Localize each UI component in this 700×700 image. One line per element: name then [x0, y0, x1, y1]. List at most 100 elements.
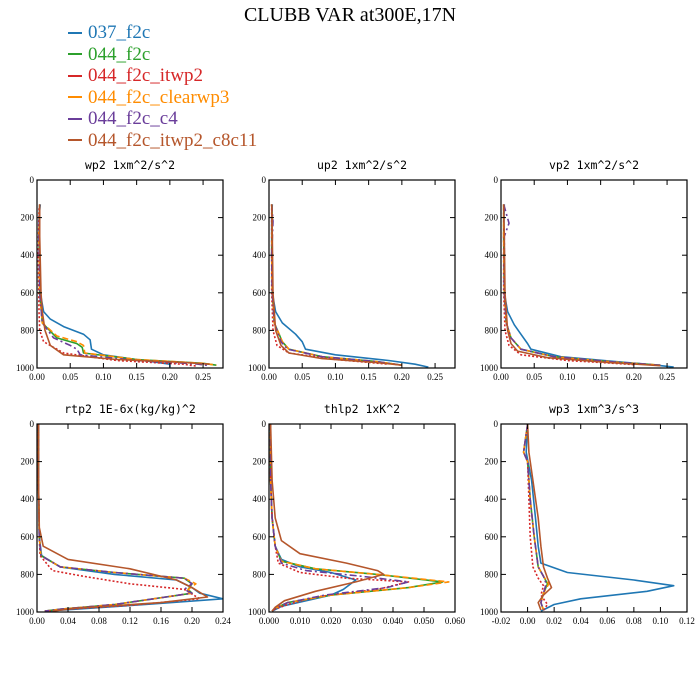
x-tick-label: 0.10	[96, 372, 112, 382]
y-tick-label: 600	[485, 288, 499, 298]
x-tick-label: 0.02	[546, 616, 562, 626]
chart-panel: wp3 1xm^3/s^3 -0.02 0.00 0.02 0.04 0.06 0.08 0.…	[480, 402, 695, 626]
y-tick-label: 800	[485, 325, 499, 335]
series-line	[270, 204, 403, 366]
legend-item: 037_f2c	[68, 22, 257, 44]
series-line	[38, 204, 210, 365]
series-line	[269, 424, 444, 612]
series-line	[37, 424, 209, 612]
y-tick-label: 800	[253, 569, 267, 579]
series-line	[37, 424, 193, 612]
x-tick-label: 0.15	[361, 372, 377, 382]
series-line	[37, 424, 201, 612]
y-tick-label: 0	[494, 419, 499, 429]
series-line	[38, 204, 210, 367]
plot-frame	[500, 423, 688, 613]
x-tick-label: 0.06	[599, 616, 615, 626]
series-line	[270, 204, 429, 368]
y-tick-label: 1000	[248, 363, 267, 373]
chart-title: rtp2 1E-6x(kg/kg)^2	[64, 402, 196, 416]
x-tick-label: 0.040	[383, 616, 404, 626]
legend-swatch	[68, 53, 82, 56]
series-line	[502, 204, 661, 366]
y-tick-label: 0	[262, 175, 267, 185]
legend-item: 044_f2c_c4	[68, 108, 257, 130]
x-tick-label: 0.00	[29, 372, 45, 382]
legend-swatch	[68, 96, 82, 99]
chart-panel: wp2 1xm^2/s^2 0.00 0.05 0.10 0.15 0.20 0.25 0 20…	[16, 158, 224, 382]
chart-title: wp2 1xm^2/s^2	[85, 158, 175, 172]
chart-panel: rtp2 1E-6x(kg/kg)^2 0.00 0.04 0.08 0.12 0.16 0…	[16, 402, 231, 626]
y-tick-label: 600	[21, 288, 35, 298]
x-tick-label: 0.10	[560, 372, 576, 382]
legend-item: 044_f2c_clearwp3	[68, 87, 257, 109]
legend-item: 044_f2c	[68, 44, 257, 66]
legend: 037_f2c 044_f2c 044_f2c_itwp2 044_f2c_clear…	[68, 22, 257, 151]
x-tick-label: 0.12	[122, 616, 138, 626]
legend-label: 037_f2c	[88, 22, 151, 43]
plot-frame	[500, 179, 688, 369]
chart-title: vp2 1xm^2/s^2	[549, 158, 639, 172]
legend-item: 044_f2c_itwp2_c8c11	[68, 130, 257, 152]
series-line	[269, 424, 450, 612]
x-tick-label: 0.16	[153, 616, 169, 626]
series-line	[38, 204, 171, 368]
legend-label: 044_f2c	[88, 43, 151, 65]
series-line	[525, 424, 675, 612]
y-tick-label: 200	[253, 213, 267, 223]
x-tick-label: 0.00	[520, 616, 536, 626]
x-tick-label: 0.05	[294, 372, 310, 382]
x-tick-label: 0.00	[493, 372, 509, 382]
legend-swatch	[68, 139, 82, 142]
y-tick-label: 400	[21, 494, 35, 504]
y-tick-label: 1000	[16, 363, 35, 373]
x-tick-label: 0.20	[162, 372, 178, 382]
x-tick-label: 0.15	[129, 372, 145, 382]
legend-swatch	[68, 117, 82, 120]
series-line	[270, 204, 403, 366]
y-tick-label: 1000	[480, 607, 499, 617]
legend-label: 044_f2c_itwp2_c8c11	[88, 129, 258, 151]
y-tick-label: 600	[21, 532, 35, 542]
x-tick-label: 0.15	[593, 372, 609, 382]
y-tick-label: 400	[253, 494, 267, 504]
x-tick-label: 0.04	[573, 616, 589, 626]
x-tick-label: 0.20	[394, 372, 410, 382]
x-tick-label: 0.25	[659, 372, 675, 382]
x-tick-label: 0.20	[184, 616, 200, 626]
series-line	[502, 204, 661, 366]
x-tick-label: 0.00	[29, 616, 45, 626]
y-tick-label: 0	[30, 175, 35, 185]
x-tick-label: 0.00	[261, 372, 277, 382]
x-tick-label: -0.02	[492, 616, 511, 626]
x-tick-label: 0.020	[321, 616, 342, 626]
y-tick-label: 200	[21, 457, 35, 467]
series-line	[269, 424, 357, 612]
series-line	[269, 424, 410, 612]
x-tick-label: 0.050	[414, 616, 435, 626]
y-tick-label: 800	[253, 325, 267, 335]
y-tick-label: 200	[485, 457, 499, 467]
x-tick-label: 0.08	[626, 616, 642, 626]
x-tick-label: 0.20	[626, 372, 642, 382]
series-line	[37, 208, 197, 367]
x-tick-label: 0.05	[62, 372, 78, 382]
series-line	[270, 204, 402, 366]
x-tick-label: 0.12	[679, 616, 695, 626]
x-tick-label: 0.060	[445, 616, 466, 626]
series-line	[37, 424, 197, 612]
legend-swatch	[68, 31, 82, 34]
chart-title: up2 1xm^2/s^2	[317, 158, 407, 172]
series-line	[502, 204, 634, 366]
x-tick-label: 0.010	[290, 616, 311, 626]
y-tick-label: 1000	[16, 607, 35, 617]
legend-label: 044_f2c_clearwp3	[88, 86, 230, 108]
y-tick-label: 200	[253, 457, 267, 467]
series-line	[522, 424, 550, 611]
x-tick-label: 0.10	[653, 616, 669, 626]
x-tick-label: 0.000	[259, 616, 280, 626]
chart-panel: up2 1xm^2/s^2 0.00 0.05 0.10 0.15 0.20 0.25 0 20…	[248, 158, 456, 382]
y-tick-label: 0	[494, 175, 499, 185]
legend-label: 044_f2c_c4	[88, 108, 178, 129]
